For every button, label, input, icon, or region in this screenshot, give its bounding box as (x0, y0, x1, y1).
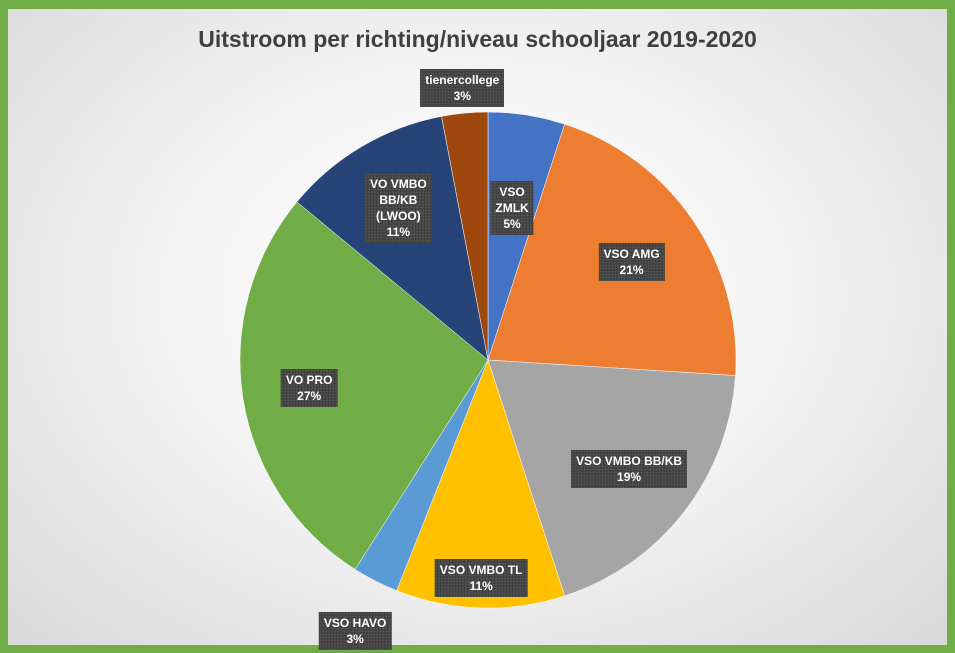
data-label-value: 5% (503, 217, 521, 232)
data-label-value: 3% (346, 631, 364, 646)
data-label-tienercollege: tienercollege 3% (420, 69, 505, 108)
data-label-value: 11% (469, 579, 493, 594)
data-label-category: VSO (499, 185, 525, 200)
data-label-category: tienercollege (425, 73, 500, 88)
data-label-category: VO VMBO (370, 177, 427, 192)
data-label-category: VSO HAVO (323, 615, 387, 630)
data-label-category: (LWOO) (376, 209, 421, 224)
pie-slice-tienercollege (441, 111, 489, 361)
data-label-category: VSO AMG (603, 247, 660, 262)
data-label-category: VSO VMBO BB/KB (576, 454, 683, 469)
pie-slice-vo-pro (239, 201, 489, 570)
data-label-value: 19% (617, 470, 642, 485)
data-label-category: ZMLK (495, 201, 529, 216)
data-label-value: 27% (297, 389, 322, 404)
data-label-vo-vmbo-bb-kb-lwoo: VO VMBO BB/KB (LWOO) 11% (365, 173, 432, 244)
data-label-vso-amg: VSO AMG 21% (598, 243, 665, 282)
data-label-category: BB/KB (379, 193, 418, 208)
data-label-value: 3% (453, 89, 471, 104)
data-label-vso-havo: VSO HAVO 3% (318, 611, 392, 650)
pie-slice-vso-vmbo-tl (396, 359, 565, 609)
data-label-category: VSO VMBO TL (439, 563, 523, 578)
data-label-vo-pro: VO PRO 27% (280, 369, 338, 408)
data-label-value: 21% (619, 263, 644, 278)
data-label-value: 11% (386, 225, 411, 240)
data-label-vso-vmbo-bb-kb: VSO VMBO BB/KB 19% (571, 450, 688, 489)
data-label-vso-vmbo-tl: VSO VMBO TL 11% (434, 559, 528, 598)
data-label-category: VO PRO (285, 373, 333, 388)
data-label-vso-zmlk: VSO ZMLK 5% (490, 181, 534, 236)
chart-title: Uitstroom per richting/niveau schooljaar… (198, 26, 757, 52)
